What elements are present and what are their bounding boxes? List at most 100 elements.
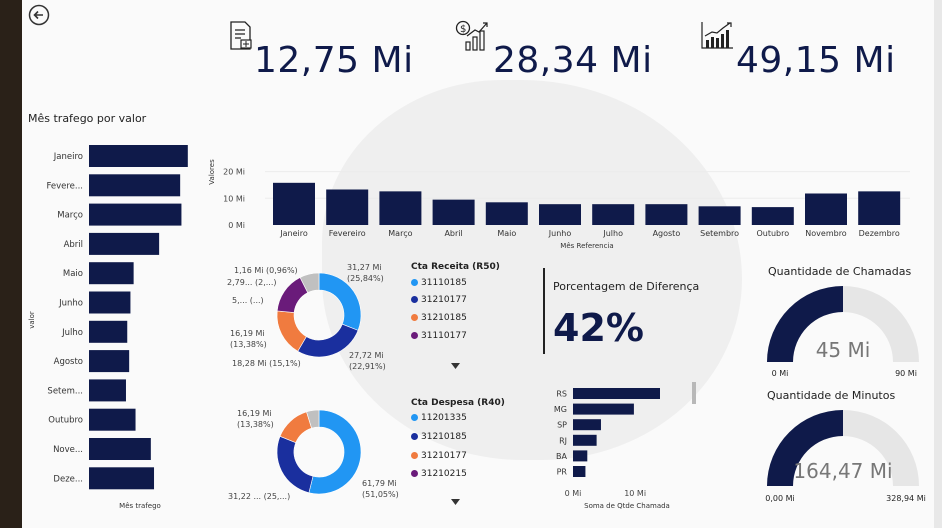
legend-label: 31110177: [421, 331, 467, 341]
data-label: 31,22 ... (25,...): [228, 492, 290, 501]
data-label: (13,38%): [237, 420, 274, 429]
bar: [89, 320, 128, 343]
axis-tick-label: Dezembro: [859, 229, 900, 238]
data-label: 16,19 Mi: [230, 329, 265, 338]
data-label: 5,... (...): [232, 296, 264, 305]
dashboard-panel: [22, 0, 934, 528]
bar: [326, 189, 369, 225]
axis-tick-label: Deze...: [53, 474, 83, 484]
bar: [698, 206, 741, 225]
gauge-min-label: 0 Mi: [772, 369, 789, 378]
bar: [89, 379, 126, 402]
bar: [858, 191, 901, 225]
axis-tick-label: PR: [557, 468, 568, 477]
bar: [89, 350, 130, 373]
gauge-min-label: 0,00 Mi: [765, 494, 794, 503]
bar: [273, 182, 315, 225]
bar: [573, 388, 660, 399]
axis-title-y: valor: [28, 311, 36, 329]
axis-tick-label: Abril: [64, 240, 83, 250]
legend-title-despesa: Cta Despesa (R40): [411, 398, 505, 408]
kpi-value-3: 49,15 Mi: [736, 40, 896, 81]
back-arrow-icon[interactable]: [28, 4, 50, 26]
legend-dot: [411, 296, 418, 303]
kpi-value-2: 28,34 Mi: [493, 40, 653, 81]
legend-title-receita: Cta Receita (R50): [411, 262, 500, 272]
pie-slice: [299, 272, 320, 294]
pie-slice: [276, 435, 314, 494]
legend-label: 31210177: [421, 295, 467, 305]
legend-item[interactable]: 31210185: [411, 432, 467, 442]
legend-item[interactable]: 31110177: [411, 331, 467, 341]
gauge-title-minutos: Quantidade de Minutos: [767, 389, 896, 402]
pie-slice: [279, 411, 312, 444]
pie-slice: [308, 409, 362, 495]
data-label: 61,79 Mi: [362, 479, 397, 488]
chart-title-mes-trafego: Mês trafego por valor: [28, 112, 147, 125]
bar: [485, 202, 528, 225]
gauge-max-label: 90 Mi: [895, 369, 917, 378]
legend-item[interactable]: 31110185: [411, 278, 467, 288]
left-edge: [0, 0, 22, 528]
axis-tick-label: MG: [554, 405, 567, 414]
donut-cta-receita: 1,16 Mi (0,96%) 2,79... (2,...) 5,... (...…: [227, 263, 386, 371]
data-label: 2,79... (2,...): [227, 278, 277, 287]
axis-title-y: Valores: [208, 159, 216, 185]
legend-item[interactable]: 31210215: [411, 469, 467, 479]
axis-tick-label: Novembro: [805, 229, 847, 238]
card-divider: [543, 268, 545, 354]
axis-tick-label: RJ: [559, 436, 567, 445]
kpi-value-1: 12,75 Mi: [254, 40, 414, 81]
background-shape: [322, 80, 742, 460]
right-edge: [934, 0, 942, 528]
data-label: (51,05%): [362, 490, 399, 499]
bar: [592, 204, 635, 225]
legend-scroll-down-icon[interactable]: [451, 363, 460, 370]
axis-tick-label: Outubro: [48, 416, 83, 426]
axis-title-x: Soma de Qtde Chamada: [584, 502, 670, 510]
data-label: 16,19 Mi: [237, 409, 272, 418]
bar: [89, 145, 188, 167]
chart-mes-referencia: 20 Mi 10 Mi 0 Mi Janeiro Fevereiro Março Abril…: [208, 159, 910, 250]
axis-tick-label: Janeiro: [53, 152, 83, 162]
axis-tick-label: 0 Mi: [565, 489, 582, 498]
bar: [89, 203, 182, 226]
bar: [89, 174, 181, 197]
bar: [573, 419, 601, 431]
legend-label: 11201335: [421, 413, 467, 423]
axis-title-x: Mês trafego: [119, 502, 161, 510]
axis-tick-label: Março: [388, 229, 412, 238]
bar: [89, 262, 134, 285]
legend-item[interactable]: 31210177: [411, 451, 467, 461]
axis-tick-label: Maio: [497, 229, 516, 238]
axis-tick-label: 10 Mi: [223, 194, 245, 203]
bar: [89, 232, 160, 255]
data-label: (25,84%): [347, 274, 384, 283]
bar: [573, 450, 588, 462]
trend-chart-icon: [701, 22, 733, 49]
legend-dot: [411, 433, 418, 440]
legend-dot: [411, 314, 418, 321]
axis-tick-label: 10 Mi: [624, 489, 646, 498]
legend-scroll-down-icon[interactable]: [451, 499, 460, 506]
scrollbar-thumb[interactable]: [692, 382, 696, 404]
bar: [539, 204, 581, 225]
gauge-max-label: 328,94 Mi: [886, 494, 926, 503]
bar: [432, 199, 475, 225]
axis-tick-label: Abril: [444, 229, 462, 238]
axis-tick-label: Fevere...: [46, 181, 83, 191]
axis-tick-label: Julho: [602, 229, 623, 238]
pie-slice: [306, 409, 320, 429]
legend-item[interactable]: 31210185: [411, 313, 467, 323]
bar: [89, 291, 131, 314]
axis-tick-label: Nove...: [53, 445, 83, 455]
percent-card-value: 42%: [553, 306, 644, 350]
data-label: 27,72 Mi: [349, 351, 384, 360]
chart-soma-qtde-chamada: RS MG SP RJ BA PR 0 Mi 10 Mi Soma de Qtde Chamad…: [554, 388, 670, 510]
bar: [573, 434, 597, 446]
bar: [645, 204, 688, 225]
legend-dot: [411, 332, 418, 339]
legend-item[interactable]: 11201335: [411, 413, 467, 423]
legend-item[interactable]: 31210177: [411, 295, 467, 305]
axis-tick-label: Agosto: [653, 229, 681, 238]
